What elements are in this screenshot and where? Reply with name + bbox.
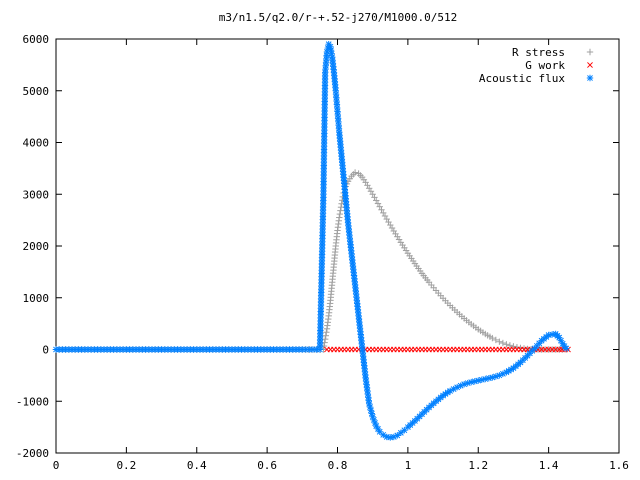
legend-marker xyxy=(587,62,593,68)
data-point xyxy=(503,341,510,348)
data-marks xyxy=(52,40,571,441)
y-tick-label: 0 xyxy=(42,344,49,357)
chart-title: m3/n1.5/q2.0/r-+.52-j270/M1000.0/512 xyxy=(219,11,457,24)
y-tick-label: -1000 xyxy=(16,395,49,408)
y-tick-label: -2000 xyxy=(16,447,49,460)
series-0 xyxy=(52,169,570,353)
y-tick-label: 1000 xyxy=(23,292,50,305)
series-2 xyxy=(52,40,570,441)
legend-label: G work xyxy=(525,59,565,72)
data-point xyxy=(506,342,514,349)
data-point xyxy=(489,334,496,342)
x-tick-label: 0.8 xyxy=(328,459,348,472)
data-point xyxy=(336,214,343,221)
data-point xyxy=(322,332,329,339)
x-tick-label: 1 xyxy=(405,459,412,472)
x-tick-label: 1.2 xyxy=(468,459,488,472)
data-point xyxy=(337,203,345,211)
data-point xyxy=(394,432,401,439)
data-point xyxy=(336,210,344,218)
y-tick-label: 6000 xyxy=(23,33,50,46)
legend-marker xyxy=(586,74,594,82)
y-tick-label: 4000 xyxy=(23,137,50,150)
data-point xyxy=(492,373,500,380)
data-point xyxy=(321,335,329,343)
data-point xyxy=(370,416,378,424)
data-point xyxy=(496,338,503,345)
data-point xyxy=(563,345,570,352)
data-point xyxy=(337,207,344,214)
legend-label: Acoustic flux xyxy=(479,72,565,85)
x-tick-label: 0 xyxy=(53,459,60,472)
data-point xyxy=(323,329,330,336)
data-point xyxy=(464,379,471,387)
legend-marker xyxy=(586,48,594,56)
x-tick-label: 0.2 xyxy=(116,459,136,472)
y-tick-label: 5000 xyxy=(23,85,50,98)
y-tick-label: 2000 xyxy=(23,240,50,253)
data-point xyxy=(492,336,500,344)
x-tick-label: 0.4 xyxy=(187,459,207,472)
x-tick-label: 1.6 xyxy=(609,459,629,472)
x-tick-label: 0.6 xyxy=(257,459,277,472)
data-point xyxy=(367,407,375,414)
data-point xyxy=(351,169,359,176)
axes: 0 0.2 0.4 0.6 0.8 1 1.2 1.4 1.6 6000 5000 4000 3000 2… xyxy=(16,33,629,472)
y-tick-label: 3000 xyxy=(23,188,50,201)
x-tick-label: 1.4 xyxy=(539,459,559,472)
legend-label: R stress xyxy=(512,46,565,59)
data-point xyxy=(499,339,507,347)
data-point xyxy=(397,429,405,437)
data-point xyxy=(510,343,517,350)
